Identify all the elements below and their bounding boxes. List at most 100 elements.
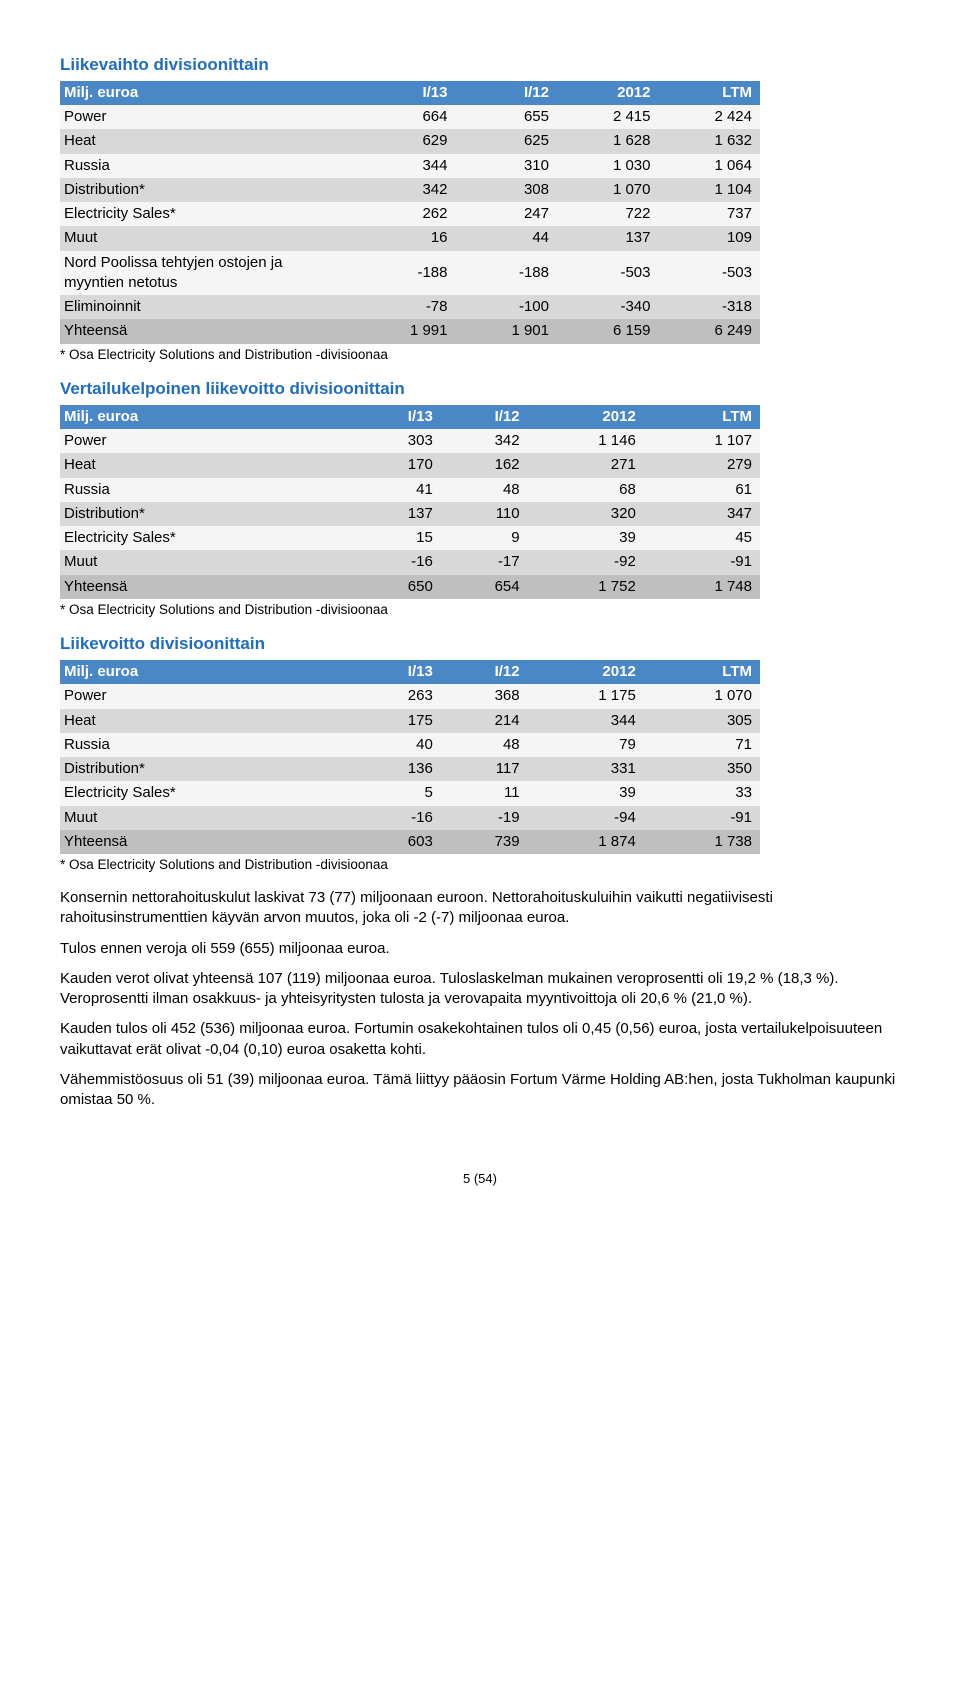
row-label: Power <box>60 105 354 129</box>
cell: 5 <box>354 781 441 805</box>
cell: -318 <box>659 295 761 319</box>
row-label: Distribution* <box>60 502 354 526</box>
col-header: I/12 <box>441 660 528 684</box>
col-header: LTM <box>644 405 760 429</box>
cell: -16 <box>354 806 441 830</box>
cell: 44 <box>456 226 558 250</box>
cell: 603 <box>354 830 441 854</box>
cell: 9 <box>441 526 528 550</box>
row-label: Muut <box>60 806 354 830</box>
cell: 1 901 <box>456 319 558 343</box>
col-header: LTM <box>644 660 760 684</box>
cell: 170 <box>354 453 441 477</box>
body-paragraph: Kauden tulos oli 452 (536) miljoonaa eur… <box>60 1019 900 1060</box>
cell: 629 <box>354 129 456 153</box>
cell: 737 <box>659 202 761 226</box>
cell: 739 <box>441 830 528 854</box>
table-row: Power6646552 4152 424 <box>60 105 760 129</box>
cell: -503 <box>557 251 659 296</box>
table-row: Heat175214344305 <box>60 709 760 733</box>
col-header: I/12 <box>441 405 528 429</box>
body-paragraph: Vähemmistöosuus oli 51 (39) miljoonaa eu… <box>60 1070 900 1111</box>
cell: 1 991 <box>354 319 456 343</box>
body-paragraph: Kauden verot olivat yhteensä 107 (119) m… <box>60 969 900 1010</box>
cell: 110 <box>441 502 528 526</box>
cell: 344 <box>528 709 644 733</box>
cell: 342 <box>354 178 456 202</box>
cell: 722 <box>557 202 659 226</box>
table-row: Distribution*137110320347 <box>60 502 760 526</box>
cell: -19 <box>441 806 528 830</box>
cell: 279 <box>644 453 760 477</box>
row-label: Yhteensä <box>60 319 354 343</box>
cell: 342 <box>441 429 528 453</box>
row-label: Electricity Sales* <box>60 202 354 226</box>
cell: 2 424 <box>659 105 761 129</box>
col-header: Milj. euroa <box>60 660 354 684</box>
cell: 11 <box>441 781 528 805</box>
cell: 350 <box>644 757 760 781</box>
row-label: Distribution* <box>60 757 354 781</box>
cell: 175 <box>354 709 441 733</box>
cell: 1 752 <box>528 575 644 599</box>
data-table: Milj. euroa I/13 I/12 2012 LTM Power3033… <box>60 405 760 599</box>
cell: 310 <box>456 154 558 178</box>
body-paragraph: Konsernin nettorahoituskulut laskivat 73… <box>60 888 900 929</box>
row-label: Power <box>60 684 354 708</box>
cell: 1 632 <box>659 129 761 153</box>
table-row: Russia40487971 <box>60 733 760 757</box>
col-header: 2012 <box>557 81 659 105</box>
data-table: Milj. euroa I/13 I/12 2012 LTM Power2633… <box>60 660 760 854</box>
cell: -17 <box>441 550 528 574</box>
cell: 137 <box>557 226 659 250</box>
row-label: Muut <box>60 550 354 574</box>
table-footnote: * Osa Electricity Solutions and Distribu… <box>60 601 900 619</box>
row-label: Electricity Sales* <box>60 781 354 805</box>
row-label: Russia <box>60 154 354 178</box>
cell: 320 <box>528 502 644 526</box>
row-label: Heat <box>60 453 354 477</box>
cell: 16 <box>354 226 456 250</box>
cell: 48 <box>441 478 528 502</box>
cell: 650 <box>354 575 441 599</box>
cell: 1 030 <box>557 154 659 178</box>
cell: -503 <box>659 251 761 296</box>
col-header: Milj. euroa <box>60 81 354 105</box>
col-header: I/13 <box>354 405 441 429</box>
table-row-total: Yhteensä6037391 8741 738 <box>60 830 760 854</box>
cell: 6 159 <box>557 319 659 343</box>
cell: 61 <box>644 478 760 502</box>
cell: 48 <box>441 733 528 757</box>
row-label: Distribution* <box>60 178 354 202</box>
data-table: Milj. euroa I/13 I/12 2012 LTM Power6646… <box>60 81 760 344</box>
cell: 347 <box>644 502 760 526</box>
cell: 137 <box>354 502 441 526</box>
cell: 40 <box>354 733 441 757</box>
row-label: Heat <box>60 129 354 153</box>
cell: 305 <box>644 709 760 733</box>
cell: 368 <box>441 684 528 708</box>
cell: 136 <box>354 757 441 781</box>
cell: 79 <box>528 733 644 757</box>
table-row: Russia41486861 <box>60 478 760 502</box>
cell: 262 <box>354 202 456 226</box>
table-row: Electricity Sales*5113933 <box>60 781 760 805</box>
col-header: LTM <box>659 81 761 105</box>
cell: 1 146 <box>528 429 644 453</box>
cell: 308 <box>456 178 558 202</box>
cell: -91 <box>644 550 760 574</box>
col-header: Milj. euroa <box>60 405 354 429</box>
row-label: Nord Poolissa tehtyjen ostojen ja myynti… <box>60 251 354 296</box>
table-row: Distribution*136117331350 <box>60 757 760 781</box>
page-number: 5 (54) <box>60 1170 900 1188</box>
cell: 1 628 <box>557 129 659 153</box>
cell: 41 <box>354 478 441 502</box>
cell: 625 <box>456 129 558 153</box>
table-row-total: Yhteensä1 9911 9016 1596 249 <box>60 319 760 343</box>
cell: 263 <box>354 684 441 708</box>
cell: 1 874 <box>528 830 644 854</box>
section-title: Liikevoitto divisioonittain <box>60 633 900 656</box>
col-header: I/13 <box>354 81 456 105</box>
cell: -188 <box>354 251 456 296</box>
table-row: Electricity Sales*262247722737 <box>60 202 760 226</box>
